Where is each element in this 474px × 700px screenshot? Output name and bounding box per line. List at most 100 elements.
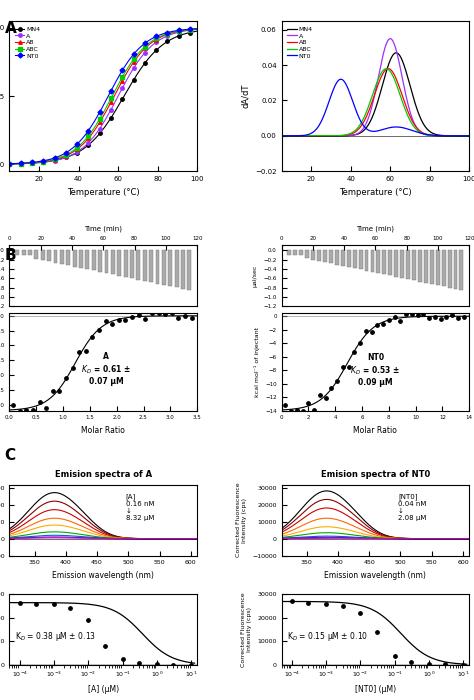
Point: [153, 659, 161, 670]
Point: [16, 405, 24, 416]
Bar: [459, 250, 464, 290]
X-axis label: [A] (μM): [A] (μM): [88, 685, 119, 694]
Bar: [130, 250, 134, 279]
NT0: [462, 132, 468, 140]
Point: [379, 319, 387, 330]
MN4: [97, 130, 102, 138]
Bar: [149, 250, 153, 282]
Bar: [383, 250, 386, 274]
Point: [84, 615, 92, 626]
NT0: [194, 25, 200, 33]
ABC: [391, 74, 397, 82]
AB: [433, 132, 438, 140]
AB: [108, 98, 114, 106]
MN4: [433, 130, 438, 139]
Point: [55, 385, 63, 396]
Point: [328, 382, 335, 393]
Bar: [353, 250, 356, 268]
MN4: [161, 40, 166, 48]
MN4: [279, 132, 284, 140]
Bar: [406, 250, 410, 279]
MN4: [462, 132, 468, 140]
NT0: [118, 68, 124, 76]
MN4: [369, 114, 375, 122]
A: [462, 132, 468, 140]
Point: [148, 307, 155, 318]
AB: [391, 69, 397, 78]
NT0: [368, 127, 374, 135]
Point: [16, 598, 24, 609]
MN4: [368, 116, 374, 125]
ABC: [466, 132, 472, 140]
Point: [122, 315, 129, 326]
Text: C: C: [5, 448, 16, 463]
Point: [437, 314, 445, 325]
Point: [161, 309, 169, 320]
ABC: [279, 132, 284, 140]
A: [380, 50, 386, 59]
NT0: [108, 87, 114, 95]
Bar: [85, 250, 89, 270]
ABC: [194, 25, 200, 33]
Point: [67, 603, 74, 614]
ABC: [380, 66, 386, 75]
Point: [142, 314, 149, 325]
Bar: [181, 250, 185, 288]
Line: MN4: MN4: [8, 29, 199, 166]
Point: [408, 309, 416, 320]
NT0: [369, 127, 375, 136]
Text: [A]
0.16 nM
↓
8.32 μM: [A] 0.16 nM ↓ 8.32 μM: [126, 494, 155, 521]
Point: [362, 326, 370, 337]
MN4: [391, 50, 396, 59]
Point: [188, 313, 195, 324]
Bar: [388, 250, 392, 276]
Bar: [66, 250, 70, 265]
Bar: [311, 250, 315, 260]
NT0: [433, 131, 438, 139]
Line: A: A: [282, 38, 469, 136]
X-axis label: Emission wavelength (nm): Emission wavelength (nm): [325, 571, 427, 580]
Bar: [293, 250, 297, 255]
Text: K$_D$ = 0.38 μM ± 0.13: K$_D$ = 0.38 μM ± 0.13: [15, 630, 96, 643]
Bar: [41, 250, 45, 260]
Point: [62, 372, 70, 384]
NT0: [7, 160, 12, 168]
Point: [36, 396, 44, 407]
Text: A: A: [5, 21, 17, 36]
Bar: [371, 250, 374, 272]
Bar: [447, 250, 452, 288]
Text: A
$K_D$ = 0.61 ±
0.07 μM: A $K_D$ = 0.61 ± 0.07 μM: [81, 352, 131, 386]
Bar: [376, 250, 380, 273]
Bar: [317, 250, 321, 261]
Point: [95, 325, 103, 336]
Point: [397, 316, 404, 327]
Point: [419, 308, 427, 319]
Point: [407, 657, 415, 668]
Point: [168, 308, 175, 319]
A: [391, 38, 397, 47]
Y-axis label: dA/dT: dA/dT: [241, 84, 250, 108]
Y-axis label: Corrected Fluorescence
Intensity (cps): Corrected Fluorescence Intensity (cps): [241, 592, 252, 667]
Point: [305, 398, 312, 409]
Line: A: A: [8, 28, 199, 166]
NT0: [96, 110, 101, 118]
MN4: [96, 131, 101, 139]
A: [190, 26, 195, 34]
Point: [351, 346, 358, 358]
MN4: [190, 28, 195, 36]
Point: [287, 405, 295, 416]
NT0: [97, 108, 102, 116]
A: [433, 132, 438, 140]
AB: [194, 25, 200, 34]
MN4: [380, 78, 386, 87]
Point: [128, 312, 136, 323]
Bar: [454, 250, 457, 289]
Point: [356, 337, 364, 349]
AB: [368, 102, 374, 110]
X-axis label: Temperature (°C): Temperature (°C): [339, 188, 412, 197]
A: [161, 34, 166, 42]
MN4: [466, 132, 472, 140]
Point: [109, 318, 116, 330]
Point: [75, 346, 83, 357]
NT0: [190, 25, 195, 33]
